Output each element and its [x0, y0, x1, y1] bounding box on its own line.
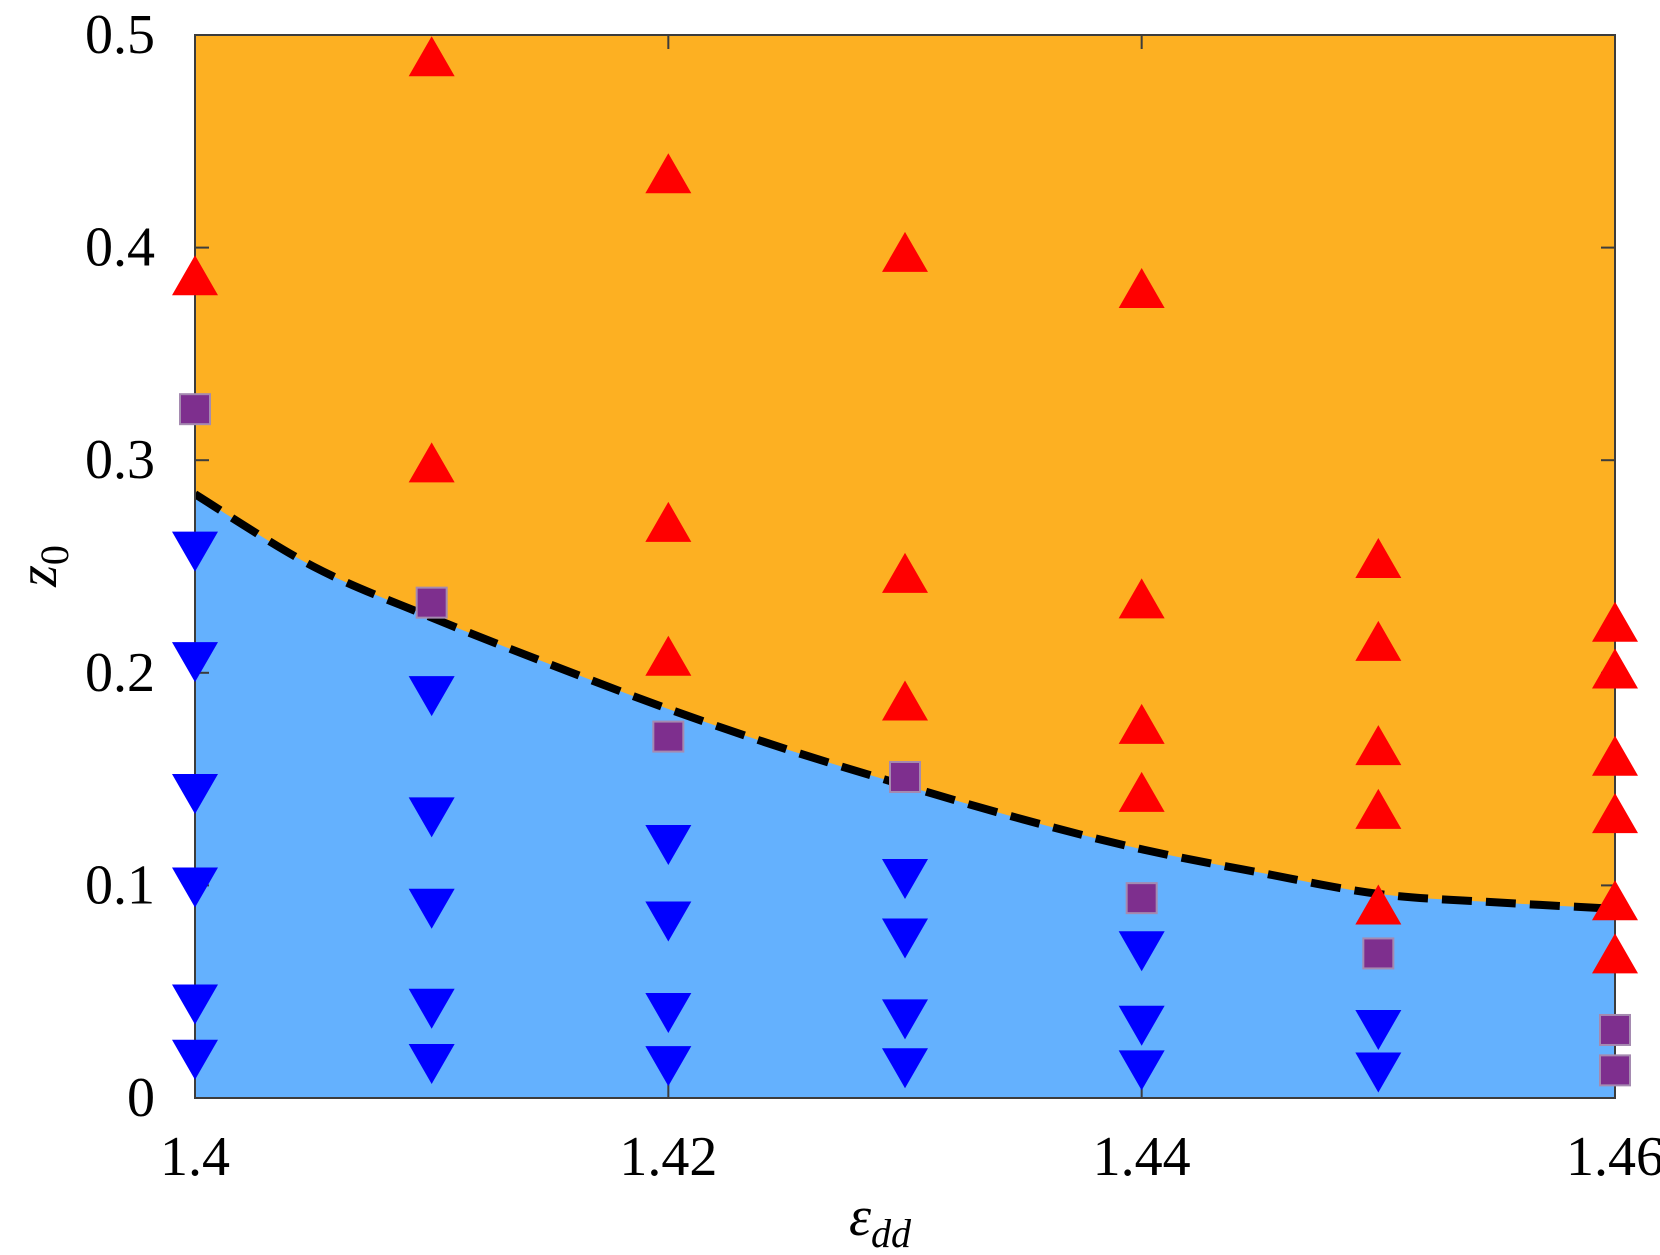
triangle-down-marker — [408, 797, 455, 838]
data-markers — [172, 36, 1638, 1093]
y-tick-label: 0.1 — [85, 854, 155, 916]
triangle-down-marker — [408, 1043, 455, 1084]
triangle-up-marker — [645, 635, 692, 676]
triangle-down-marker — [172, 642, 218, 683]
triangle-down-marker — [172, 1039, 218, 1080]
triangle-down-marker — [645, 901, 692, 942]
x-axis-label: εdd — [849, 1186, 912, 1255]
triangle-down-marker — [408, 988, 455, 1029]
triangle-down-marker — [408, 676, 455, 717]
y-tick-label: 0.4 — [85, 217, 155, 279]
triangle-up-marker — [1118, 578, 1165, 619]
triangle-down-marker — [172, 773, 218, 814]
tick-labels: 1.4 1.42 1.44 1.46 0 0.1 0.2 0.3 0.4 0.5 — [85, 4, 1660, 1188]
triangle-down-marker — [1118, 1005, 1165, 1046]
triangle-up-marker — [882, 552, 928, 593]
triangle-down-marker — [645, 992, 692, 1033]
triangle-up-marker — [1118, 771, 1165, 812]
triangle-down-marker — [172, 984, 218, 1025]
square-marker — [1599, 1013, 1631, 1046]
triangle-down-marker — [1355, 1052, 1402, 1093]
square-marker — [652, 720, 685, 753]
square-marker — [415, 586, 448, 619]
triangle-up-marker — [408, 442, 455, 483]
triangle-up-marker — [1355, 788, 1402, 829]
square-marker — [889, 760, 921, 793]
square-marker — [1599, 1054, 1631, 1087]
y-tick-label: 0 — [127, 1067, 155, 1129]
triangle-up-marker — [1355, 620, 1402, 661]
x-tick-label: 1.46 — [1566, 1126, 1660, 1188]
triangle-up-marker — [645, 153, 692, 194]
triangle-up-marker — [1592, 648, 1638, 689]
triangle-up-marker — [645, 501, 692, 542]
triangle-down-marker — [408, 888, 455, 929]
triangle-down-marker — [882, 918, 928, 959]
triangle-up-marker — [172, 255, 218, 296]
triangle-up-marker — [1592, 880, 1638, 921]
triangle-down-marker — [172, 531, 218, 572]
triangle-down-marker — [882, 859, 928, 900]
triangle-down-marker — [882, 1048, 928, 1089]
triangle-down-marker — [172, 867, 218, 908]
triangle-up-marker — [1355, 884, 1402, 925]
triangle-down-marker — [645, 1046, 692, 1087]
triangle-up-marker — [882, 680, 928, 721]
triangle-up-marker — [1355, 537, 1402, 578]
lower-region — [195, 494, 1615, 1098]
triangle-up-marker — [1355, 725, 1402, 766]
x-tick-label: 1.44 — [1093, 1126, 1191, 1188]
triangle-down-marker — [1355, 1009, 1402, 1050]
square-marker — [179, 393, 211, 426]
triangle-up-marker — [1592, 793, 1638, 834]
triangle-down-marker — [645, 825, 692, 866]
square-marker — [1125, 882, 1158, 915]
triangle-down-marker — [882, 999, 928, 1040]
y-tick-label: 0.5 — [85, 4, 155, 66]
y-tick-label: 0.2 — [85, 642, 155, 704]
triangle-down-marker — [1118, 931, 1165, 972]
x-tick-label: 1.4 — [160, 1126, 230, 1188]
triangle-up-marker — [1118, 267, 1165, 308]
triangle-up-marker — [1592, 933, 1638, 974]
x-tick-label: 1.42 — [619, 1126, 717, 1188]
triangle-up-marker — [1592, 601, 1638, 642]
triangle-up-marker — [882, 231, 928, 272]
square-marker — [1362, 937, 1395, 970]
y-axis-label: z0 — [7, 545, 77, 588]
triangle-down-marker — [1118, 1050, 1165, 1091]
triangle-up-marker — [1118, 703, 1165, 744]
triangle-up-marker — [1592, 735, 1638, 776]
triangle-up-marker — [408, 36, 455, 77]
y-tick-label: 0.3 — [85, 429, 155, 491]
